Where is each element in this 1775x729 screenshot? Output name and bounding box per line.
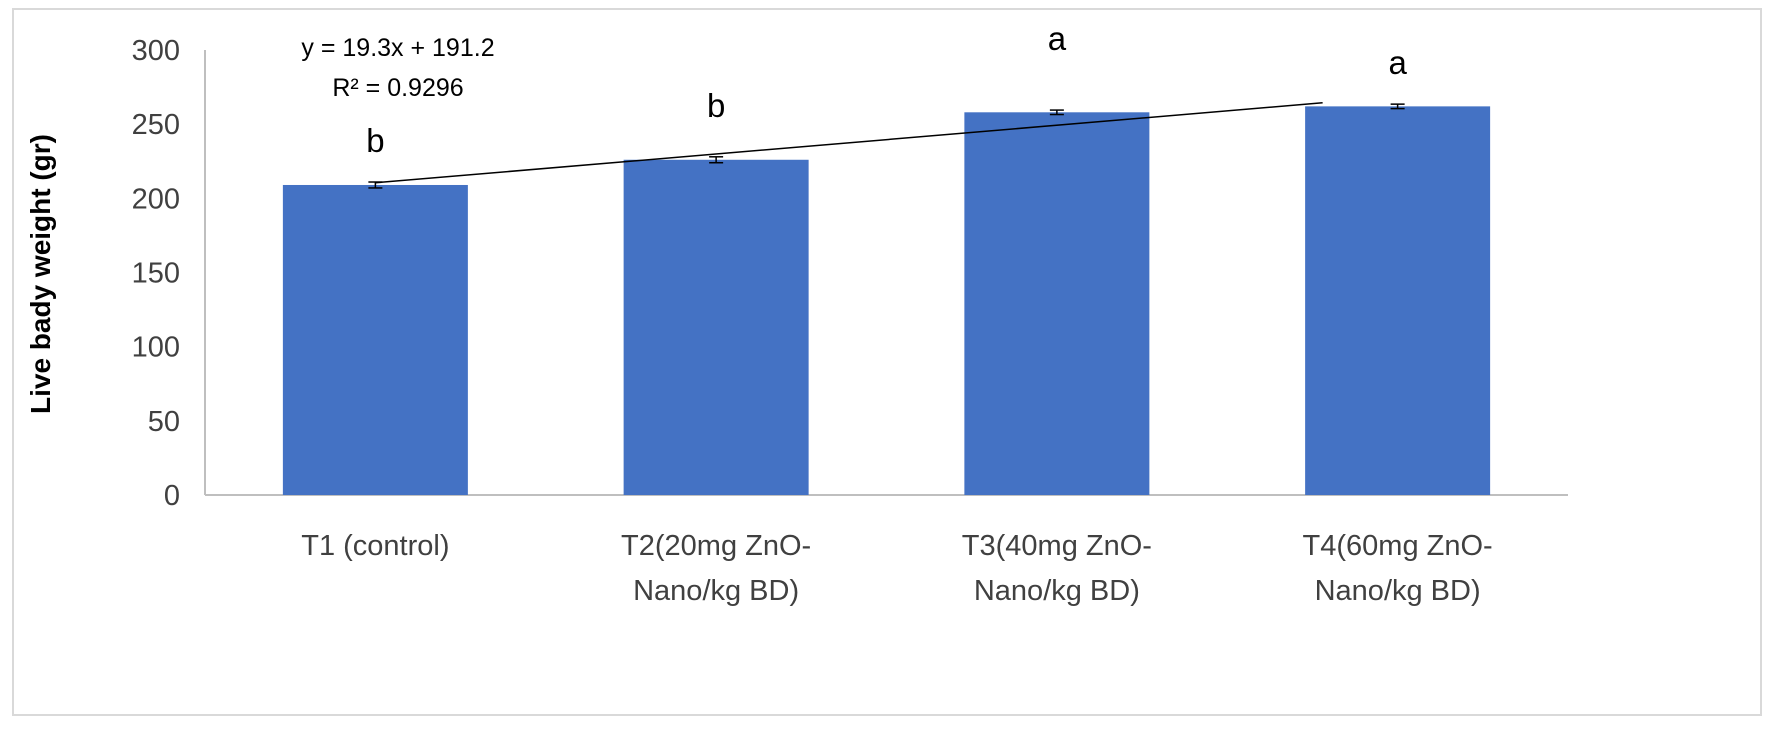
significance-letter: a	[1388, 44, 1407, 81]
y-tick-label: 0	[164, 480, 180, 512]
x-tick-label: Nano/kg BD)	[633, 575, 799, 607]
y-tick-label: 250	[132, 109, 180, 141]
significance-letter: b	[366, 122, 384, 159]
trendline-r-squared: R² = 0.9296	[332, 74, 463, 102]
y-tick-label: 200	[132, 183, 180, 215]
x-tick-label: Nano/kg BD)	[1315, 575, 1481, 607]
significance-letter: a	[1048, 20, 1067, 57]
y-tick-label: 100	[132, 332, 180, 364]
x-tick-label: T2(20mg ZnO-	[621, 530, 811, 562]
x-tick-label: Nano/kg BD)	[974, 575, 1140, 607]
bar	[964, 112, 1150, 496]
significance-letter: b	[707, 87, 725, 124]
y-tick-label: 300	[132, 35, 180, 67]
x-tick-label: T4(60mg ZnO-	[1303, 530, 1493, 562]
y-tick-label: 150	[132, 258, 180, 290]
y-tick-label: 50	[148, 406, 180, 438]
trendline	[375, 102, 1323, 184]
bar	[1305, 106, 1491, 495]
bar	[623, 159, 809, 495]
x-tick-label: T3(40mg ZnO-	[962, 530, 1152, 562]
y-axis-title: Live badу weight (gr)	[25, 134, 56, 414]
bar	[282, 184, 468, 495]
x-tick-label: T1 (control)	[301, 530, 449, 562]
trendline-equation: y = 19.3x + 191.2	[301, 34, 494, 62]
